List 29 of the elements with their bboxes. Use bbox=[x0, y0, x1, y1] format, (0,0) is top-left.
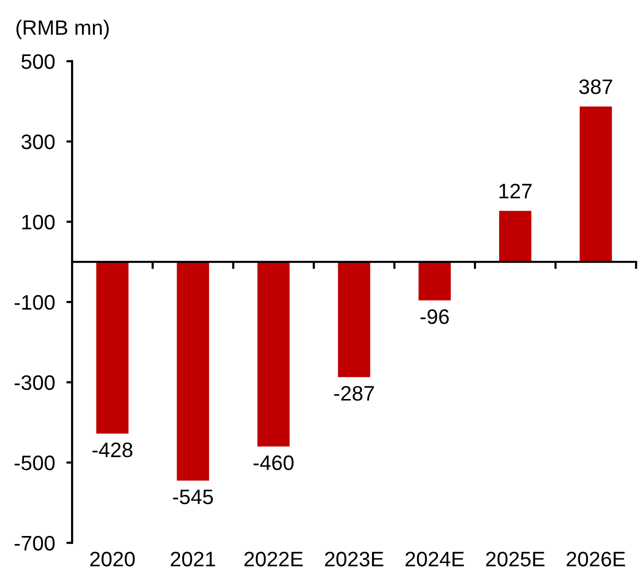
data-label: 387 bbox=[579, 79, 612, 94]
y-axis-title: (RMB mn) bbox=[16, 20, 109, 40]
bar bbox=[499, 210, 532, 262]
x-tick-label: 2023E bbox=[325, 552, 384, 566]
bar bbox=[176, 262, 210, 481]
x-tick-label: 2021 bbox=[170, 552, 216, 566]
x-tick-label: 2020 bbox=[90, 552, 135, 566]
y-tick-label: -500 bbox=[14, 456, 55, 470]
x-tick-label: 2026E bbox=[566, 552, 626, 566]
y-tick-label: 500 bbox=[22, 54, 55, 69]
data-label: -96 bbox=[420, 309, 449, 324]
y-tick-label: 300 bbox=[21, 134, 55, 150]
x-tick-label: 2022E bbox=[244, 552, 303, 566]
y-tick-label: 100 bbox=[22, 214, 55, 230]
y-tick-label: -100 bbox=[14, 295, 55, 310]
bar bbox=[418, 262, 451, 300]
bar bbox=[338, 262, 370, 378]
bar bbox=[257, 262, 290, 447]
x-tick-label: 2025E bbox=[486, 552, 544, 566]
bar bbox=[96, 262, 128, 434]
data-label: -460 bbox=[254, 455, 294, 470]
x-tick-label: 2024E bbox=[406, 552, 464, 566]
bar bbox=[580, 106, 612, 262]
data-label: 127 bbox=[499, 184, 532, 198]
data-label: -287 bbox=[334, 386, 374, 401]
data-label: -428 bbox=[92, 442, 132, 458]
data-label: -545 bbox=[173, 490, 213, 504]
y-tick-label: -300 bbox=[14, 375, 55, 390]
y-tick-label: -700 bbox=[14, 536, 55, 551]
